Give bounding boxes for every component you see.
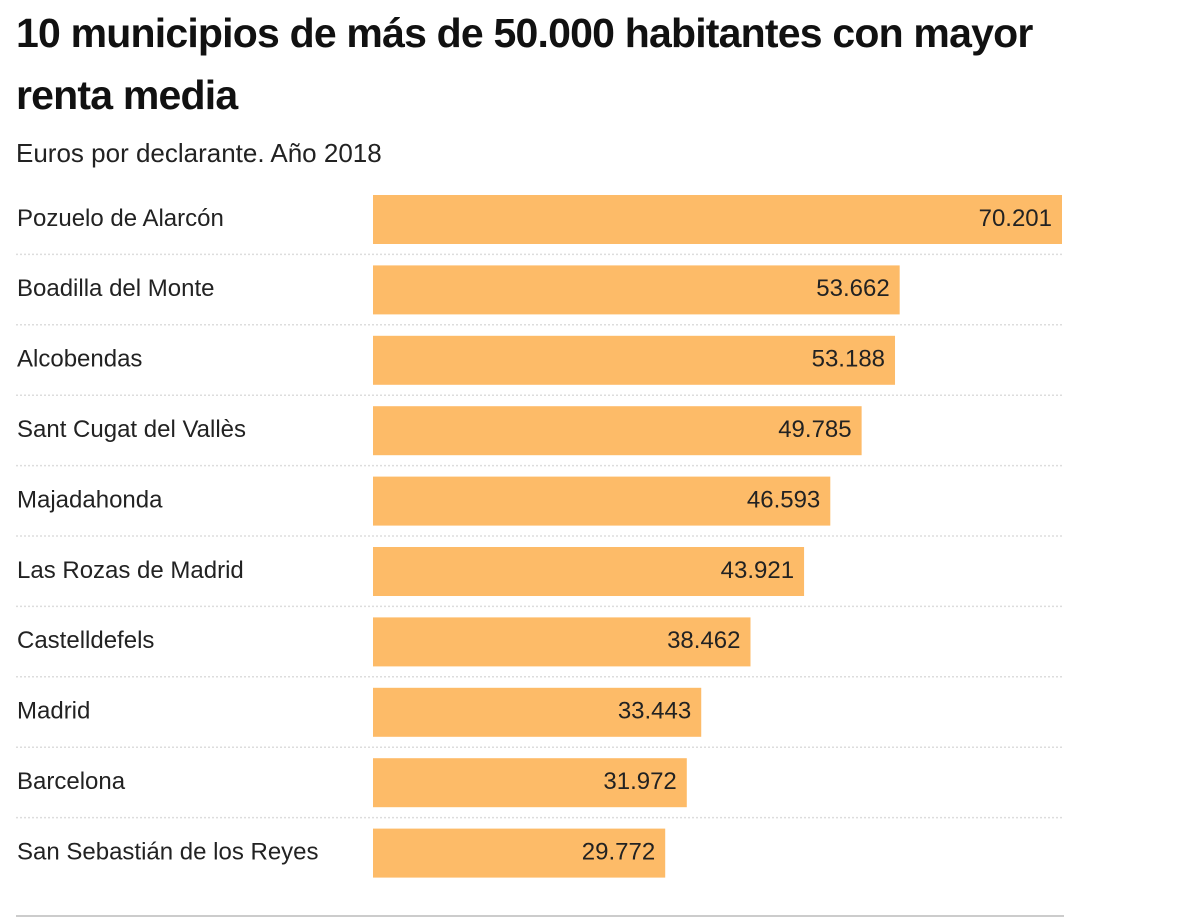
value-label: 33.443 [618, 698, 691, 725]
category-label: Boadilla del Monte [17, 275, 214, 302]
value-label: 53.662 [816, 275, 889, 302]
category-label: Pozuelo de Alarcón [17, 205, 224, 232]
value-label: 46.593 [747, 486, 820, 513]
category-label: Alcobendas [17, 346, 142, 373]
value-label: 29.772 [582, 838, 655, 865]
category-label: San Sebastián de los Reyes [17, 838, 319, 865]
category-label: Madrid [17, 698, 90, 725]
bar [373, 265, 900, 315]
value-label: 49.785 [778, 416, 851, 443]
category-label: Majadahonda [17, 486, 163, 513]
bar [373, 476, 831, 526]
value-label: 38.462 [667, 627, 740, 654]
value-label: 70.201 [979, 205, 1052, 232]
bar [373, 547, 805, 596]
chart-subtitle: Euros por declarante. Año 2018 [16, 138, 382, 168]
category-label: Barcelona [17, 768, 126, 795]
bar [373, 828, 666, 878]
bar [373, 406, 862, 456]
value-label: 43.921 [721, 557, 794, 584]
category-label: Las Rozas de Madrid [17, 557, 244, 584]
bar [373, 758, 687, 808]
value-label: 53.188 [812, 346, 885, 373]
bar [373, 195, 1062, 244]
bar [373, 335, 896, 385]
category-label: Sant Cugat del Vallès [17, 416, 246, 443]
bar [373, 687, 702, 737]
bar [373, 617, 751, 667]
category-label: Castelldefels [17, 627, 154, 654]
chart-title: 10 municipios de más de 50.000 habitante… [16, 10, 1033, 118]
value-label: 31.972 [603, 768, 676, 795]
